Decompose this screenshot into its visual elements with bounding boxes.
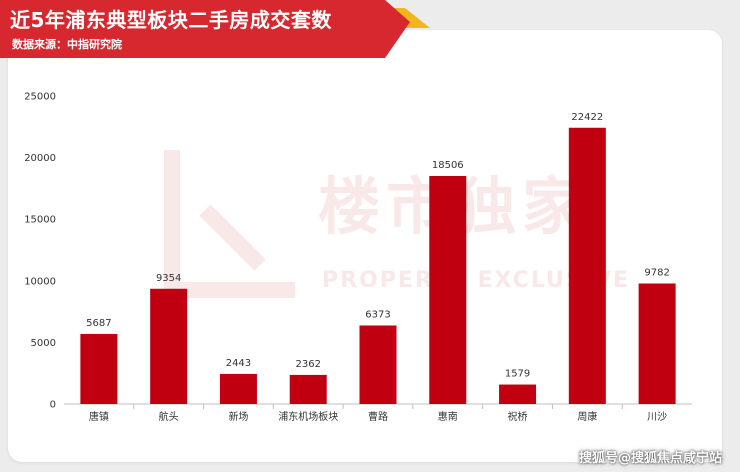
- bar: [150, 288, 188, 404]
- data-label: 22422: [571, 112, 603, 123]
- y-tick-label: 15000: [24, 215, 56, 226]
- data-source: 数据来源：中指研究院: [12, 38, 122, 51]
- bar: [289, 374, 327, 404]
- y-tick-label: 5000: [31, 338, 56, 349]
- bar: [568, 127, 606, 405]
- footer-attribution: 搜狐号@搜狐焦点咸宁站: [578, 451, 722, 466]
- chart-title: 近5年浦东典型板块二手房成交套数: [10, 8, 332, 32]
- bar: [499, 384, 537, 404]
- bar: [80, 333, 118, 404]
- x-category-label: 周康: [577, 410, 597, 423]
- data-label: 2443: [226, 358, 251, 369]
- x-category-label: 新场: [228, 410, 248, 423]
- data-label: 6373: [365, 309, 390, 320]
- bar: [359, 325, 397, 404]
- data-label: 2362: [295, 359, 320, 370]
- x-category-label: 唐镇: [89, 410, 109, 423]
- data-label: 18506: [432, 160, 464, 171]
- x-category-label: 惠南: [438, 410, 458, 423]
- x-category-label: 祝桥: [508, 410, 528, 423]
- x-category-label: 曹路: [368, 410, 388, 423]
- data-label: 5687: [86, 318, 111, 329]
- y-tick-label: 25000: [24, 92, 56, 103]
- y-tick-label: 20000: [24, 153, 56, 164]
- y-tick-label: 10000: [24, 276, 56, 287]
- y-tick-label: 0: [50, 400, 56, 411]
- title-banner: 近5年浦东典型板块二手房成交套数 数据来源：中指研究院: [0, 0, 430, 58]
- bar: [638, 283, 676, 404]
- data-label: 9782: [644, 267, 669, 278]
- banner-background: [0, 0, 410, 58]
- bar: [219, 373, 257, 404]
- data-label: 1579: [505, 369, 530, 380]
- x-category-label: 浦东机场板块: [278, 410, 338, 423]
- x-category-label: 川沙: [647, 411, 667, 423]
- bar: [429, 176, 467, 404]
- data-label: 9354: [156, 273, 181, 284]
- x-category-label: 航头: [159, 410, 179, 423]
